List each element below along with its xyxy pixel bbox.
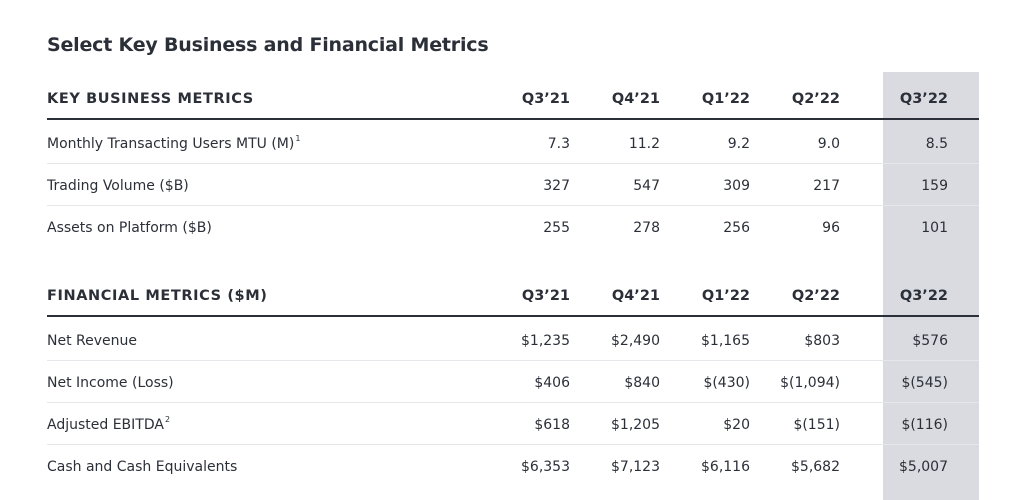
column-header: Q2’22 bbox=[791, 91, 840, 107]
column-header: Q1’22 bbox=[701, 91, 750, 107]
table-cell: 159 bbox=[921, 177, 948, 194]
table-cell: 11.2 bbox=[628, 135, 660, 152]
row-label: Adjusted EBITDA 2 bbox=[47, 415, 171, 433]
table-cell: $1,165 bbox=[701, 332, 750, 349]
table-cell: $2,490 bbox=[611, 332, 660, 349]
table-cell: $(116) bbox=[901, 416, 948, 433]
footnote-marker: 1 bbox=[295, 134, 301, 143]
table-cell: $(1,094) bbox=[780, 374, 840, 391]
table-row: Adjusted EBITDA 2 $618 $1,205 $20 $(151) … bbox=[47, 405, 979, 445]
table-cell: $1,205 bbox=[611, 416, 660, 433]
table-cell: $5,007 bbox=[899, 459, 948, 475]
column-header: Q3’21 bbox=[521, 91, 570, 107]
table-cell: 309 bbox=[723, 177, 750, 194]
table-cell: $6,353 bbox=[521, 459, 570, 475]
table-row: Assets on Platform ($B) 255 278 256 96 1… bbox=[47, 208, 979, 248]
table-row: Net Revenue $1,235 $2,490 $1,165 $803 $5… bbox=[47, 321, 979, 361]
table-cell: 9.2 bbox=[727, 135, 750, 152]
table-row: Net Income (Loss) $406 $840 $(430) $(1,0… bbox=[47, 363, 979, 403]
table-cell: $840 bbox=[624, 374, 660, 391]
table-cell: $7,123 bbox=[611, 459, 660, 475]
row-label: Monthly Transacting Users MTU (M) 1 bbox=[47, 134, 301, 152]
table-cell: $6,116 bbox=[701, 459, 750, 475]
table-cell: 8.5 bbox=[925, 135, 948, 152]
table-cell: 217 bbox=[813, 177, 840, 194]
page-title: Select Key Business and Financial Metric… bbox=[47, 34, 489, 56]
table-row: Trading Volume ($B) 327 547 309 217 159 bbox=[47, 166, 979, 206]
table-cell: $(151) bbox=[793, 416, 840, 433]
table-cell: 7.3 bbox=[547, 135, 570, 152]
column-header: Q4’21 bbox=[611, 288, 660, 304]
table-cell: $20 bbox=[723, 416, 750, 433]
table-cell: 9.0 bbox=[817, 135, 840, 152]
table-cell: 101 bbox=[921, 220, 948, 236]
row-label: Assets on Platform ($B) bbox=[47, 220, 212, 236]
table-cell: $576 bbox=[912, 332, 948, 349]
financial-header-row: FINANCIAL METRICS ($M) Q3’21 Q4’21 Q1’22… bbox=[47, 277, 979, 317]
column-header: Q3’21 bbox=[521, 288, 570, 304]
table-cell: $(545) bbox=[901, 374, 948, 391]
column-header: Q1’22 bbox=[701, 288, 750, 304]
table-cell: $406 bbox=[534, 374, 570, 391]
column-header: Q4’21 bbox=[611, 91, 660, 107]
column-header: Q2’22 bbox=[791, 288, 840, 304]
current-quarter-highlight bbox=[883, 72, 979, 500]
table-cell: 256 bbox=[723, 220, 750, 236]
table-cell: 96 bbox=[822, 220, 840, 236]
business-header-row: KEY BUSINESS METRICS Q3’21 Q4’21 Q1’22 Q… bbox=[47, 80, 979, 120]
table-cell: 278 bbox=[633, 220, 660, 236]
row-label: Trading Volume ($B) bbox=[47, 177, 189, 194]
table-row: Cash and Cash Equivalents $6,353 $7,123 … bbox=[47, 447, 979, 487]
column-header: Q3’22 bbox=[899, 288, 948, 304]
table-cell: 547 bbox=[633, 177, 660, 194]
table-cell: $(430) bbox=[703, 374, 750, 391]
table-cell: $803 bbox=[804, 332, 840, 349]
table-cell: 255 bbox=[543, 220, 570, 236]
table-cell: $5,682 bbox=[791, 459, 840, 475]
row-label: Net Income (Loss) bbox=[47, 374, 174, 391]
table-cell: $1,235 bbox=[521, 332, 570, 349]
financial-heading: FINANCIAL METRICS ($M) bbox=[47, 288, 268, 304]
footnote-marker: 2 bbox=[164, 415, 171, 424]
table-cell: $618 bbox=[534, 416, 570, 433]
row-label: Net Revenue bbox=[47, 332, 137, 349]
row-label: Cash and Cash Equivalents bbox=[47, 459, 238, 475]
business-heading: KEY BUSINESS METRICS bbox=[47, 91, 254, 107]
table-row: Monthly Transacting Users MTU (M) 1 7.3 1… bbox=[47, 124, 979, 164]
column-header: Q3’22 bbox=[899, 91, 948, 107]
table-cell: 327 bbox=[543, 177, 570, 194]
